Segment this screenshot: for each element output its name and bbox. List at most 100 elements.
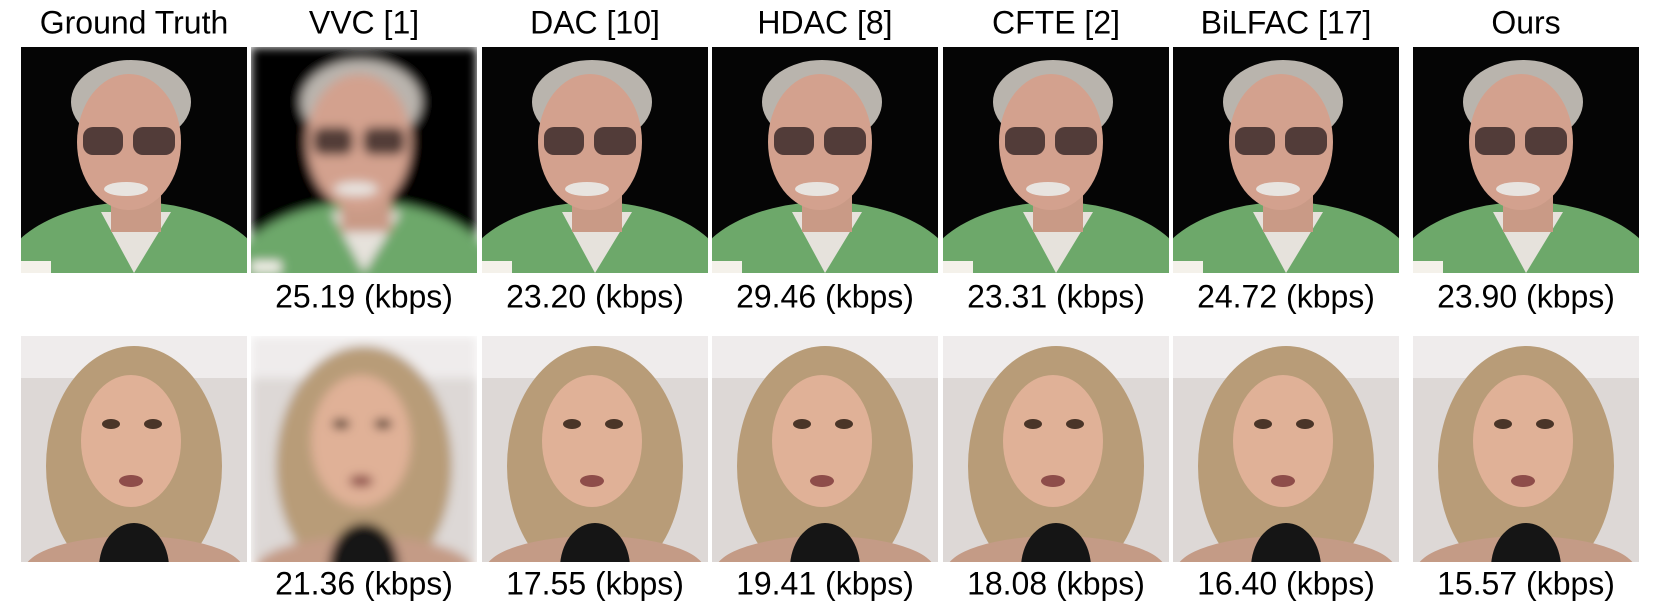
face [307,74,411,210]
bitrate-label: 15.57 (kbps) [1437,565,1615,601]
bitrate-label: 23.90 (kbps) [1437,278,1615,314]
mouth [1041,475,1065,487]
eye-left [332,419,350,429]
moustache [565,182,609,196]
moustache [1026,182,1070,196]
video-frame [482,47,708,273]
frame-content [943,336,1169,562]
face [77,74,181,210]
glasses-right [824,127,866,155]
glasses-right [1055,127,1097,155]
frame-content [21,336,247,562]
face [999,74,1103,210]
watermark [21,261,51,273]
bitrate-label: 23.20 (kbps) [506,278,684,314]
eye-right [1536,419,1554,429]
watermark [712,261,742,273]
eye-left [1254,419,1272,429]
eye-right [605,419,623,429]
glasses-right [133,127,175,155]
video-frame [712,336,938,562]
face [1233,375,1333,507]
microphone [790,523,860,562]
eye-right [835,419,853,429]
video-frame [482,336,708,562]
frame-content [712,336,938,562]
column-header: Ground Truth [40,4,229,40]
microphone [99,523,169,562]
face [542,375,642,507]
eye-right [1296,419,1314,429]
glasses-left [313,127,353,155]
microphone [1021,523,1091,562]
face [1003,375,1103,507]
moustache [1256,182,1300,196]
face [1229,74,1333,210]
frame-content [712,47,938,273]
mouth [580,475,604,487]
face [1469,74,1573,210]
glasses-right [594,127,636,155]
column-header: BiLFAC [17] [1201,4,1372,40]
bitrate-label: 29.46 (kbps) [736,278,914,314]
bitrate-label: 17.55 (kbps) [506,565,684,601]
video-frame [943,47,1169,273]
video-frame [251,47,477,273]
eye-left [563,419,581,429]
face [311,375,411,507]
moustache [1496,182,1540,196]
column-header: VVC [1] [309,4,419,40]
microphone [1251,523,1321,562]
microphone [1491,523,1561,562]
mouth [1511,475,1535,487]
mouth [810,475,834,487]
watermark [251,261,281,273]
glasses-right [1285,127,1327,155]
video-frame [1413,336,1639,562]
column-header: Ours [1491,4,1560,40]
video-frame [251,336,477,562]
bitrate-label: 25.19 (kbps) [275,278,453,314]
video-frame [712,47,938,273]
eye-left [793,419,811,429]
video-frame [1413,47,1639,273]
eye-left [1024,419,1042,429]
frame-content [943,47,1169,273]
face [1473,375,1573,507]
glasses-left [1475,127,1515,155]
moustache [795,182,839,196]
moustache [334,182,378,196]
mouth [1271,475,1295,487]
video-frame [1173,47,1399,273]
bitrate-label: 16.40 (kbps) [1197,565,1375,601]
video-frame [21,336,247,562]
frame-content [1413,336,1639,562]
face [538,74,642,210]
frame-content [251,336,477,562]
face [772,375,872,507]
bitrate-label: 18.08 (kbps) [967,565,1145,601]
eye-left [102,419,120,429]
frame-content [1413,47,1639,273]
frame-content [482,336,708,562]
glasses-right [363,127,405,155]
watermark [482,261,512,273]
glasses-left [774,127,814,155]
mouth [349,475,373,487]
watermark [1413,261,1443,273]
glasses-right [1525,127,1567,155]
bitrate-label: 23.31 (kbps) [967,278,1145,314]
video-frame [943,336,1169,562]
frame-content [482,47,708,273]
watermark [1173,261,1203,273]
glasses-left [83,127,123,155]
face [768,74,872,210]
eye-left [1494,419,1512,429]
column-header: HDAC [8] [757,4,892,40]
eye-right [374,419,392,429]
microphone [329,523,399,562]
column-header: CFTE [2] [992,4,1120,40]
frame-content [1173,47,1399,273]
video-frame [1173,336,1399,562]
